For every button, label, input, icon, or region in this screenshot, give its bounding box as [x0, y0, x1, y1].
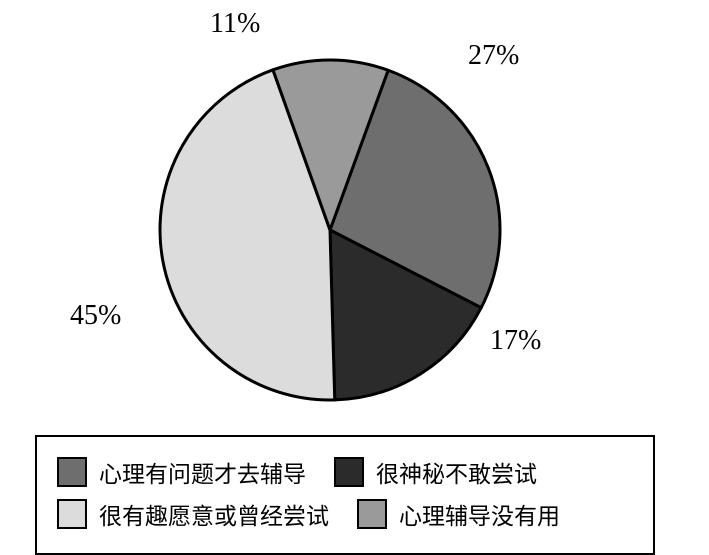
legend-item: 心理辅导没有用: [357, 497, 560, 531]
legend-label: 心理辅导没有用: [399, 497, 560, 531]
pct-label: 45%: [70, 300, 121, 332]
pie-chart: [0, 0, 709, 420]
pct-label: 27%: [468, 40, 519, 72]
legend-item: 心理有问题才去辅导: [57, 455, 306, 489]
legend-swatch: [57, 499, 87, 529]
legend-swatch: [334, 457, 364, 487]
legend-item: 很有趣愿意或曾经尝试: [57, 497, 329, 531]
legend-label: 心理有问题才去辅导: [99, 455, 306, 489]
legend-label: 很神秘不敢尝试: [376, 455, 537, 489]
legend: 心理有问题才去辅导 很神秘不敢尝试很有趣愿意或曾经尝试 心理辅导没有用: [35, 435, 655, 555]
pct-label: 11%: [210, 8, 260, 40]
legend-row: 心理有问题才去辅导 很神秘不敢尝试很有趣愿意或曾经尝试 心理辅导没有用: [57, 451, 633, 535]
legend-item: 很神秘不敢尝试: [334, 455, 537, 489]
legend-swatch: [57, 457, 87, 487]
pie-svg: [0, 0, 709, 420]
legend-swatch: [357, 499, 387, 529]
legend-label: 很有趣愿意或曾经尝试: [99, 497, 329, 531]
pct-label: 17%: [490, 325, 541, 357]
chart-container: 27%17%45%11% 心理有问题才去辅导很神秘不敢尝试很有趣愿意或曾经尝试心…: [0, 0, 709, 550]
